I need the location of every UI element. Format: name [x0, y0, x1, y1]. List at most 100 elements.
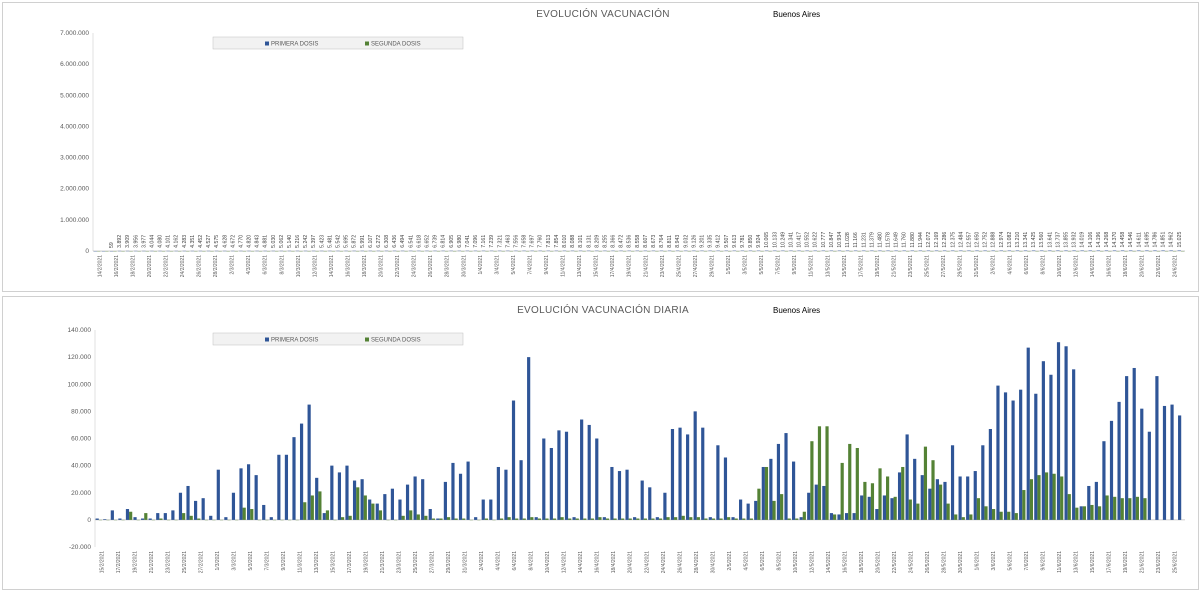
x-tick-label: 17/3/2021 [347, 551, 353, 573]
data-label-primera: 4.162 [174, 235, 180, 248]
bar-primera-dosis [406, 485, 409, 520]
bar-segunda-dosis [939, 485, 942, 520]
bar-segunda-dosis [1045, 472, 1048, 519]
x-tick-label: 27/3/2021 [430, 551, 436, 573]
bar-segunda-dosis [159, 519, 162, 520]
x-tick-label: 28/4/2021 [694, 551, 700, 573]
data-label-primera: 13.641 [1047, 232, 1053, 248]
bar-primera-dosis [890, 498, 893, 520]
data-label-primera: 5.695 [344, 235, 350, 248]
bar-primera-dosis [572, 517, 575, 520]
bar-segunda-dosis [901, 467, 904, 520]
x-tick-label: 18/4/2021 [611, 551, 617, 573]
bar-primera-dosis [436, 519, 439, 520]
x-tick-label: 23/4/2021 [660, 255, 666, 277]
x-tick-label: 25/5/2021 [925, 255, 931, 277]
x-tick-label: 4/4/2021 [496, 551, 502, 571]
x-tick-label: 21/4/2021 [643, 255, 649, 277]
bar-segunda-dosis [886, 476, 889, 519]
data-label-primera: 7.239 [489, 235, 495, 248]
data-label-primera: 9.032 [683, 235, 689, 248]
data-label-primera: 5.242 [303, 235, 309, 248]
x-tick-label: 22/5/2021 [892, 551, 898, 573]
y-tick-label: 1.000.000 [60, 217, 89, 224]
bar-segunda-dosis [992, 509, 995, 520]
bar-primera-dosis [383, 494, 386, 520]
bar-primera-dosis [429, 509, 432, 520]
x-tick-label: 1/6/2021 [975, 551, 981, 571]
bar-segunda-dosis [788, 519, 791, 520]
bar-segunda-dosis [659, 519, 662, 520]
data-label-primera: 14.458 [1120, 232, 1126, 248]
bar-primera-dosis [194, 501, 197, 520]
bar-primera-dosis [815, 485, 818, 520]
bar-segunda-dosis [795, 519, 798, 520]
data-label-primera: 10.552 [805, 232, 811, 248]
x-tick-label: 3/4/2021 [494, 255, 500, 275]
bar-segunda-dosis [719, 519, 722, 520]
bar-segunda-dosis [583, 519, 586, 520]
bar-primera-dosis [943, 482, 946, 520]
data-label-primera: 12.557 [966, 232, 972, 248]
bar-primera-dosis [338, 472, 341, 519]
daily-chart: EVOLUCIÓN VACUNACIÓN DIARIA Buenos Aires… [3, 297, 1198, 589]
data-label-primera: 8.209 [594, 235, 600, 248]
bar-segunda-dosis [561, 517, 564, 520]
bar-primera-dosis [898, 472, 901, 519]
bar-primera-dosis [202, 498, 205, 520]
cumulative-chart: EVOLUCIÓN VACUNACIÓN Buenos Aires PRIMER… [3, 3, 1198, 291]
bar-segunda-dosis [666, 517, 669, 520]
bar-primera-dosis [845, 513, 848, 520]
x-tick-label: 5/5/2021 [759, 255, 765, 275]
bar-segunda-dosis [810, 441, 813, 520]
data-label-primera: 4.843 [255, 235, 261, 248]
bar-primera-dosis [603, 517, 606, 520]
bar-primera-dosis [853, 513, 856, 520]
bar-primera-dosis [1170, 405, 1173, 520]
bar-segunda-dosis [1030, 479, 1033, 520]
bar-segunda-dosis [818, 426, 821, 520]
data-label-primera: 4.575 [214, 235, 220, 248]
x-tick-label: 15/6/2021 [1090, 551, 1096, 573]
bar-primera-dosis [149, 519, 152, 520]
data-label-primera: 11.649 [894, 232, 900, 248]
data-label-primera: 7.813 [546, 235, 552, 248]
bar-primera-dosis [247, 464, 250, 520]
bar-primera-dosis [376, 504, 379, 520]
x-tick-label: 22/6/2021 [1156, 255, 1162, 277]
data-label-primera: 5.542 [336, 235, 342, 248]
bar-primera-dosis [883, 495, 886, 519]
bar-segunda-dosis [772, 501, 775, 520]
x-tick-label: 31/5/2021 [974, 255, 980, 277]
bar-segunda-dosis [863, 482, 866, 520]
y-tick-label: 0 [85, 248, 89, 255]
data-label-primera: 7.556 [513, 235, 519, 248]
x-tick-label: 8/6/2021 [1040, 255, 1046, 275]
data-label-primera: 8.943 [675, 235, 681, 248]
daily-chart-panel: EVOLUCIÓN VACUNACIÓN DIARIA Buenos Aires… [2, 296, 1199, 590]
bar-segunda-dosis [614, 519, 617, 520]
bar-segunda-dosis [1022, 490, 1025, 520]
bar-segunda-dosis [1075, 508, 1078, 520]
data-label-primera: 6.739 [433, 235, 439, 248]
data-label-primera: 9.781 [740, 235, 746, 248]
x-tick-label: 4/6/2021 [1007, 255, 1013, 275]
bar-primera-dosis [921, 475, 924, 520]
bar-primera-dosis [186, 486, 189, 520]
bar-primera-dosis [361, 479, 364, 520]
bar-segunda-dosis [1037, 475, 1040, 520]
data-label-primera: 5.872 [352, 235, 358, 248]
x-tick-label: 2/5/2021 [727, 551, 733, 571]
data-label-primera: 4.044 [149, 235, 155, 248]
bar-segunda-dosis [243, 508, 246, 520]
x-tick-label: 13/3/2021 [314, 551, 320, 573]
bar-primera-dosis [353, 481, 356, 520]
bar-primera-dosis [179, 493, 182, 520]
bar-primera-dosis [807, 493, 810, 520]
bar-segunda-dosis [833, 514, 836, 519]
bar-primera-dosis [641, 481, 644, 520]
bar-segunda-dosis [598, 517, 601, 520]
bar-primera-dosis [330, 466, 333, 520]
bar-segunda-dosis [318, 491, 321, 519]
